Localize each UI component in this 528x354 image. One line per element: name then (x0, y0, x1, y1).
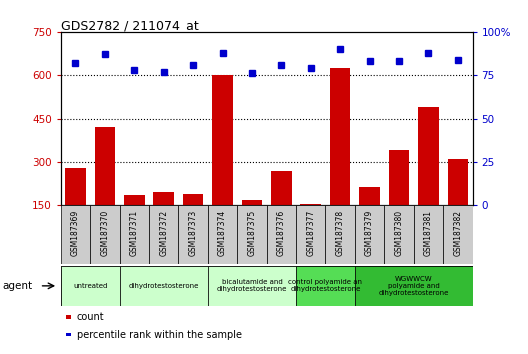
Bar (208, 266, 296, 306)
Bar (95, 127, 115, 205)
Text: percentile rank within the sample: percentile rank within the sample (77, 330, 242, 339)
Text: bicalutamide and
dihydrotestosterone: bicalutamide and dihydrotestosterone (216, 279, 287, 292)
Bar (208, 205, 237, 264)
Bar (384, 205, 414, 264)
Bar (242, 200, 262, 205)
Bar (296, 205, 325, 264)
Bar (448, 159, 468, 205)
Text: GSM187382: GSM187382 (454, 210, 463, 256)
Text: count: count (77, 312, 104, 322)
Bar (90, 205, 119, 264)
Bar (237, 205, 267, 264)
Bar (418, 107, 439, 205)
Bar (149, 205, 178, 264)
Bar (359, 187, 380, 205)
Bar (154, 192, 174, 205)
Bar (119, 205, 149, 264)
Text: GSM187369: GSM187369 (71, 210, 80, 256)
Text: agent: agent (3, 281, 33, 291)
Text: GSM187374: GSM187374 (218, 210, 227, 256)
Text: GSM187377: GSM187377 (306, 210, 315, 256)
Text: GSM187379: GSM187379 (365, 210, 374, 256)
Bar (355, 266, 473, 306)
Bar (325, 205, 355, 264)
Text: WGWWCW
polyamide and
dihydrotestosterone: WGWWCW polyamide and dihydrotestosterone (379, 276, 449, 296)
Text: GDS2782 / 211074_at: GDS2782 / 211074_at (61, 19, 199, 33)
Text: GSM187380: GSM187380 (394, 210, 403, 256)
Text: dihydrotestosterone: dihydrotestosterone (128, 283, 199, 289)
Bar (389, 150, 409, 205)
Bar (330, 68, 351, 205)
Text: GSM187378: GSM187378 (336, 210, 345, 256)
Bar (355, 205, 384, 264)
Bar (119, 266, 208, 306)
Bar (178, 205, 208, 264)
Bar (271, 171, 291, 205)
Bar (61, 266, 119, 306)
Bar (61, 205, 90, 264)
Bar (414, 205, 443, 264)
Bar (443, 205, 473, 264)
Text: GSM187370: GSM187370 (100, 210, 109, 256)
Bar (300, 204, 321, 205)
Bar (212, 75, 233, 205)
Text: GSM187373: GSM187373 (188, 210, 197, 256)
Text: GSM187372: GSM187372 (159, 210, 168, 256)
Text: GSM187381: GSM187381 (424, 210, 433, 256)
Bar (296, 266, 355, 306)
Text: control polyamide an
dihydrotestosterone: control polyamide an dihydrotestosterone (288, 279, 363, 292)
Text: GSM187375: GSM187375 (248, 210, 257, 256)
Text: untreated: untreated (73, 283, 107, 289)
Bar (124, 195, 145, 205)
Bar (183, 194, 203, 205)
Text: GSM187371: GSM187371 (130, 210, 139, 256)
Bar (267, 205, 296, 264)
Text: GSM187376: GSM187376 (277, 210, 286, 256)
Bar (65, 168, 86, 205)
